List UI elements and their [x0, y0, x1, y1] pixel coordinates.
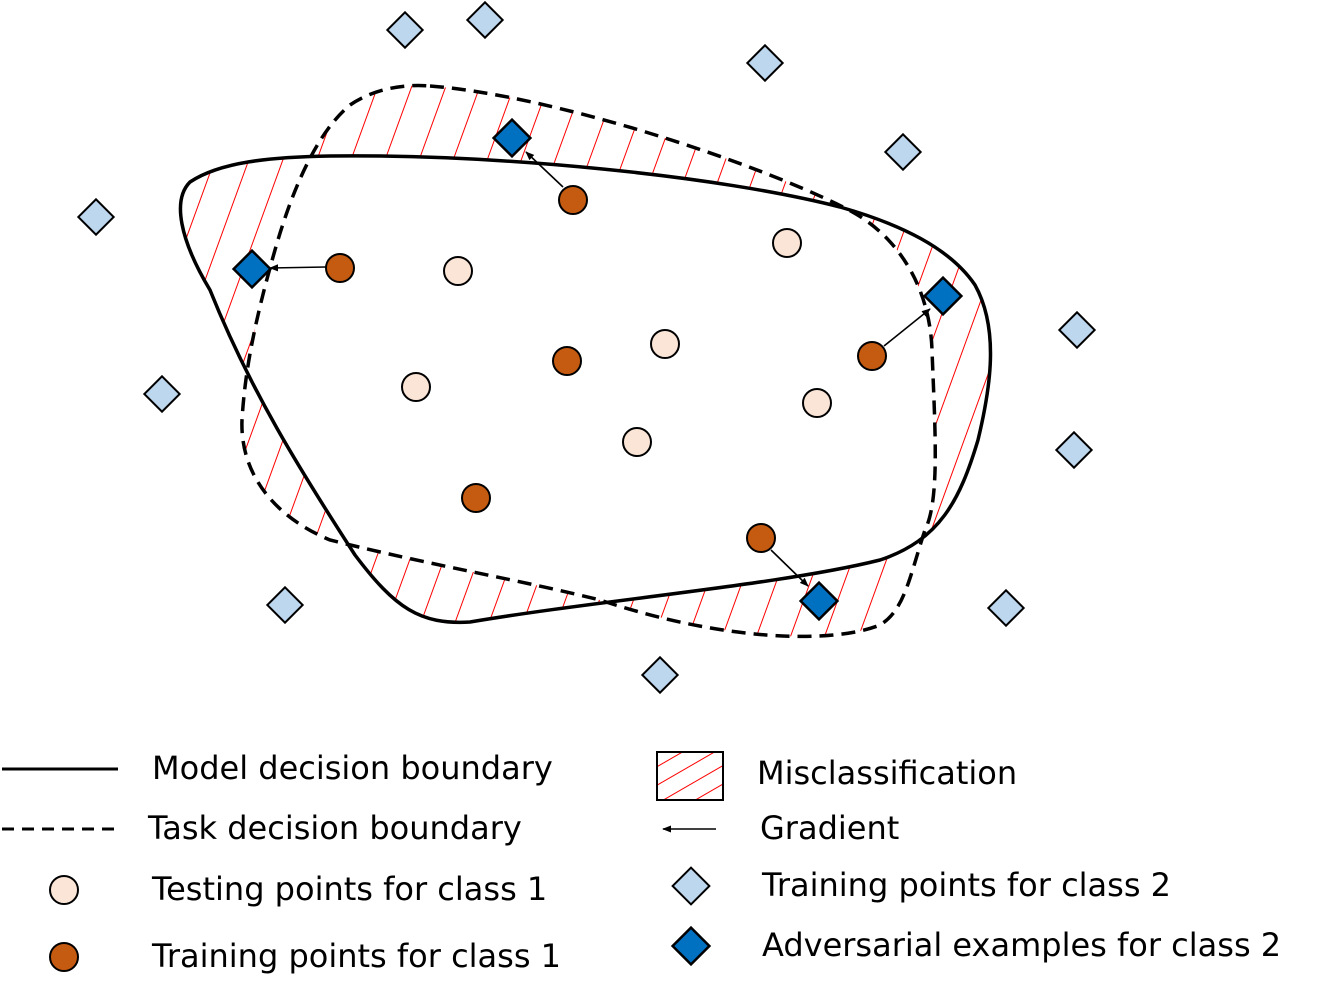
gradient-arrow: [269, 264, 327, 272]
training-point-class2: [640, 655, 680, 695]
legend-misclassification-label: Misclassification: [757, 754, 1017, 792]
gradient-arrow: [883, 308, 931, 347]
legend-training-class1-swatch: [49, 942, 79, 972]
training-point-class2: [1057, 310, 1097, 350]
testing-points-class1: [401, 228, 832, 457]
adversarial-example-class2: [922, 275, 964, 317]
testing-point-class1: [772, 228, 802, 258]
training-point-class2: [76, 197, 116, 237]
training-point-class2: [465, 0, 505, 40]
legend-adversarial-class2-label: Adversarial examples for class 2: [762, 926, 1281, 964]
training-point-class2: [385, 10, 425, 50]
adversarial-examples-class2: [231, 117, 964, 622]
legend-task-boundary-label: Task decision boundary: [147, 809, 522, 847]
training-point-class1: [461, 483, 491, 513]
gradient-arrow: [525, 151, 564, 188]
adversarial-example-class2: [798, 580, 840, 622]
legend-misclassification-swatch: [656, 751, 724, 801]
training-points-class2: [76, 0, 1097, 695]
training-point-class2: [986, 588, 1026, 628]
training-point-class1: [857, 341, 887, 371]
gradient-arrow: [770, 549, 809, 587]
legend-adversarial-class2-swatch: [670, 925, 712, 967]
legend-training-class1-label: Training points for class 1: [151, 937, 561, 975]
training-point-class1: [746, 523, 776, 553]
training-point-class1: [325, 253, 355, 283]
training-points-class1: [325, 185, 887, 553]
training-point-class2: [265, 585, 305, 625]
legend-testing-class1-swatch: [49, 875, 79, 905]
testing-point-class1: [401, 372, 431, 402]
legend-training-class2-label: Training points for class 2: [761, 866, 1171, 904]
legend-testing-class1-label: Testing points for class 1: [151, 870, 547, 908]
legend-training-class2-swatch: [671, 866, 711, 906]
training-point-class2: [883, 132, 923, 172]
testing-point-class1: [802, 388, 832, 418]
legend-gradient-label: Gradient: [760, 809, 899, 847]
testing-point-class1: [622, 427, 652, 457]
training-point-class1: [552, 346, 582, 376]
adversarial-example-class2: [491, 117, 533, 159]
training-point-class2: [745, 43, 785, 83]
training-point-class2: [1054, 430, 1094, 470]
gradient-arrows: [269, 151, 931, 587]
legend-model-boundary-label: Model decision boundary: [152, 749, 553, 787]
training-point-class1: [558, 185, 588, 215]
testing-point-class1: [443, 256, 473, 286]
testing-point-class1: [650, 329, 680, 359]
adversarial-example-class2: [231, 248, 273, 290]
legend: Model decision boundary Task decision bo…: [2, 749, 1281, 975]
training-point-class2: [142, 374, 182, 414]
